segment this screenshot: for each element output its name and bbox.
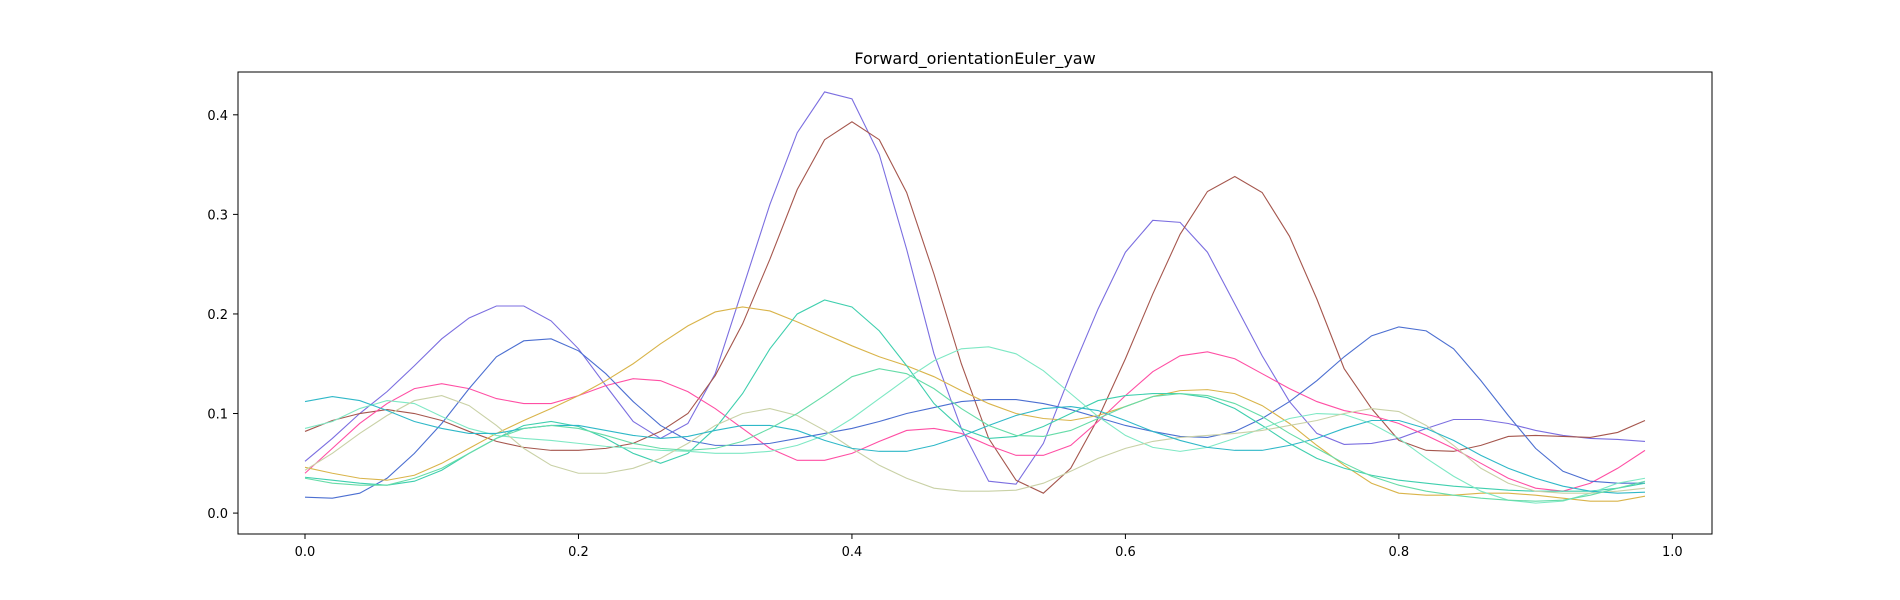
axis-ticks: 0.0 0.2 0.4 0.6 0.8 1.0 0.0 0.1 0.2 0.3 0.4 [207, 109, 1682, 560]
series-line-5 [304, 306, 1646, 502]
x-tick-label: 1.0 [1662, 545, 1683, 560]
axes-frame [237, 71, 1713, 535]
x-tick-label: 0.6 [1115, 545, 1136, 560]
series-line-3 [304, 351, 1646, 492]
y-tick-label: 0.2 [207, 308, 228, 323]
series-line-1 [304, 91, 1646, 485]
series-line-7 [304, 346, 1646, 504]
y-tick-label: 0.0 [207, 507, 228, 522]
x-tick-label: 0.8 [1389, 545, 1410, 560]
plot-lines [304, 91, 1646, 504]
x-tick-label: 0.0 [295, 545, 316, 560]
series-line-8 [304, 395, 1646, 494]
x-tick-label: 0.4 [842, 545, 863, 560]
y-tick-label: 0.3 [207, 208, 228, 223]
chart-title: Forward_orientationEuler_yaw [854, 49, 1095, 69]
series-line-4 [304, 326, 1645, 499]
x-tick-label: 0.2 [568, 545, 589, 560]
series-line-6 [304, 299, 1646, 492]
series-line-10 [304, 368, 1646, 502]
y-tick-label: 0.4 [207, 109, 228, 124]
y-tick-label: 0.1 [207, 408, 228, 423]
